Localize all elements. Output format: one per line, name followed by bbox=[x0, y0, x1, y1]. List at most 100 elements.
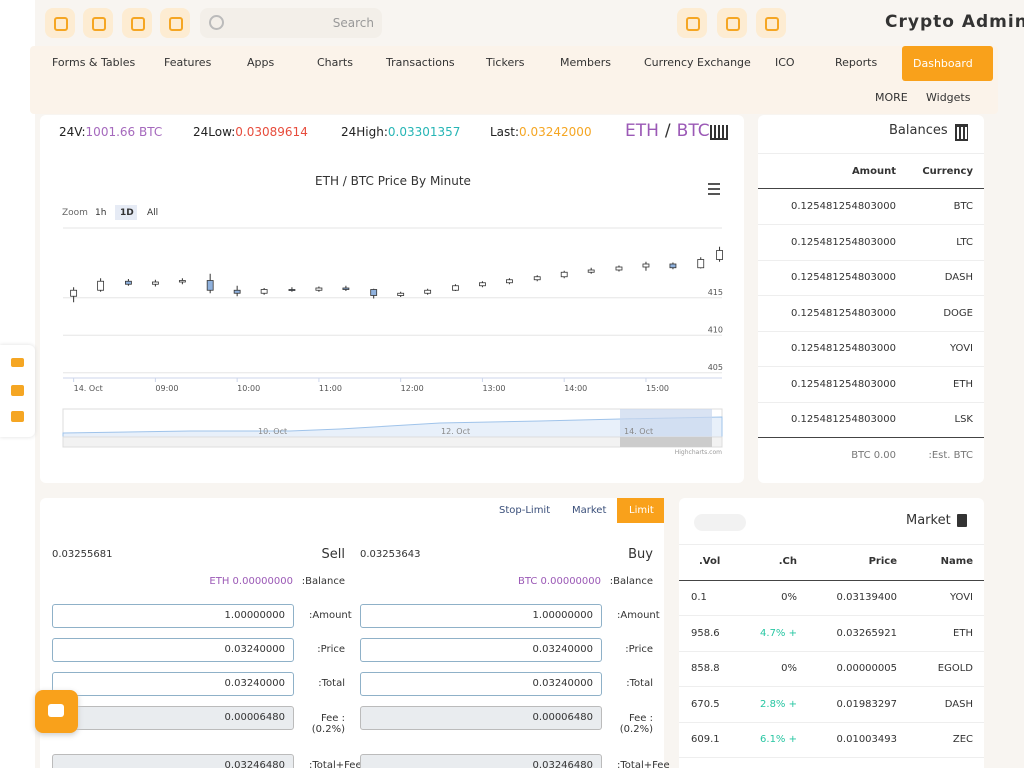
market-cell: 609.1 bbox=[691, 734, 720, 745]
menu-icon[interactable] bbox=[708, 193, 720, 195]
market-cell: 2.8% + bbox=[760, 698, 797, 710]
input-value: 0.03240000 bbox=[532, 678, 593, 689]
tab[interactable]: Stop-Limit bbox=[499, 505, 551, 516]
input: 0.03246480 bbox=[360, 754, 602, 768]
bell-icon[interactable] bbox=[122, 8, 152, 38]
stat-text: 0.03242000 bbox=[519, 125, 592, 139]
input-value: 1.00000000 bbox=[224, 610, 285, 621]
currency: BTC bbox=[953, 201, 973, 212]
market-cell: 0.1 bbox=[691, 592, 707, 603]
market-title: Market bbox=[906, 513, 951, 528]
input-value: 0.03246480 bbox=[532, 760, 593, 768]
nav-item[interactable]: Reports bbox=[835, 56, 878, 69]
rule bbox=[758, 366, 984, 367]
amount: 0.125481254803000 bbox=[791, 236, 896, 248]
input: 0.00006480 bbox=[52, 706, 294, 730]
zoom-button[interactable]: 1h bbox=[95, 208, 106, 218]
nav-item[interactable]: MORE bbox=[875, 91, 908, 104]
side-price: 0.03255681 bbox=[52, 549, 113, 560]
col-header: Currency bbox=[922, 166, 973, 177]
mail-icon[interactable] bbox=[717, 8, 747, 38]
settings-icon[interactable] bbox=[45, 8, 75, 38]
nav-item[interactable]: Members bbox=[560, 56, 611, 69]
rule bbox=[758, 188, 984, 189]
candle-body bbox=[206, 280, 214, 291]
market-cell: ZEC bbox=[952, 734, 973, 745]
x-tick-label: 15:00 bbox=[646, 384, 669, 393]
menu-icon[interactable] bbox=[708, 183, 720, 185]
tab-active[interactable]: Limit bbox=[617, 498, 664, 523]
tab[interactable]: Market bbox=[572, 505, 607, 516]
chat-icon[interactable] bbox=[756, 8, 786, 38]
quick-icon[interactable] bbox=[11, 385, 24, 396]
candle-body bbox=[642, 263, 650, 268]
candle-body bbox=[697, 259, 705, 269]
x-tick-label: 12:00 bbox=[401, 384, 424, 393]
amount: 0.125481254803000 bbox=[791, 414, 896, 425]
x-tick-label: 14. Oct bbox=[74, 384, 103, 393]
y-tick-label: 405 bbox=[708, 363, 723, 372]
quick-icon[interactable] bbox=[11, 358, 24, 367]
candle-body bbox=[315, 287, 323, 291]
chat-button[interactable] bbox=[35, 690, 78, 733]
input[interactable]: 0.03240000 bbox=[360, 638, 602, 662]
rule bbox=[758, 330, 984, 332]
fullscreen-icon[interactable] bbox=[160, 8, 190, 38]
scrollbar-thumb[interactable] bbox=[620, 437, 712, 447]
stat-text: 0.03089614 bbox=[235, 125, 308, 139]
candle-body bbox=[587, 269, 595, 273]
nav-item[interactable]: Features bbox=[164, 56, 212, 69]
nav-item[interactable]: ICO bbox=[775, 56, 795, 69]
y-tick-label: 410 bbox=[708, 325, 723, 334]
x-tick-label: 11:00 bbox=[319, 384, 342, 393]
rule bbox=[679, 580, 984, 581]
stat-text: 24Low: bbox=[193, 125, 236, 139]
quick-icon[interactable] bbox=[11, 411, 24, 422]
stat: 24Low: 0.03089614 bbox=[193, 125, 308, 139]
search-box[interactable]: Search bbox=[200, 8, 382, 38]
navigator-label: 10. Oct bbox=[258, 427, 287, 436]
input[interactable]: 0.03240000 bbox=[52, 672, 294, 696]
zoom-button[interactable]: All bbox=[147, 208, 158, 218]
nav-item[interactable]: Tickers bbox=[486, 56, 525, 69]
user-icon[interactable] bbox=[83, 8, 113, 38]
candle-body bbox=[669, 263, 677, 269]
input[interactable]: 1.00000000 bbox=[52, 604, 294, 628]
market-cell: 4.7% + bbox=[760, 627, 797, 639]
currency: DOGE bbox=[943, 307, 973, 319]
rule bbox=[679, 650, 984, 652]
nav-item[interactable]: Forms & Tables bbox=[52, 56, 136, 69]
field-label: :Price bbox=[625, 644, 653, 655]
input-value: 0.03246480 bbox=[224, 760, 285, 768]
nav-dashboard[interactable]: Dashboard bbox=[902, 46, 993, 81]
chart-card: 24V: 1001.66 BTC 24Low: 0.03089614 24High: 0.… bbox=[40, 115, 744, 483]
tab: Limit bbox=[629, 505, 654, 516]
market-cell: YOVI bbox=[949, 592, 973, 603]
field-label: Fee :(0.2%) bbox=[619, 713, 653, 735]
market-cell: 6.1% + bbox=[760, 734, 797, 745]
nav-item[interactable]: Currency Exchange bbox=[644, 56, 751, 69]
nav-item[interactable]: Widgets bbox=[926, 91, 971, 104]
candle-body bbox=[533, 276, 541, 281]
rule bbox=[758, 153, 984, 154]
rule bbox=[758, 259, 984, 261]
nav-item[interactable]: Charts bbox=[317, 56, 353, 69]
nav-item[interactable]: Transactions bbox=[386, 56, 455, 69]
input[interactable]: 0.03240000 bbox=[52, 638, 294, 662]
rule bbox=[758, 224, 984, 225]
market-cell: 958.6 bbox=[691, 627, 720, 639]
nav-item[interactable]: Apps bbox=[247, 56, 275, 69]
side-title: Buy bbox=[628, 547, 653, 562]
menu-icon[interactable] bbox=[708, 188, 720, 190]
input-value: 0.00006480 bbox=[224, 712, 285, 723]
balances-card: Balances Amount Currency 0.125481254803000 B… bbox=[758, 115, 984, 483]
zoom-button[interactable]: 1D bbox=[120, 208, 134, 218]
navigator-selection bbox=[620, 409, 712, 437]
market-cell: EGOLD bbox=[937, 663, 973, 674]
market-card: Market .Vol .Ch Price Name 0.1 0% 0.03139400 YOV… bbox=[679, 498, 984, 768]
clipboard-icon[interactable] bbox=[677, 8, 707, 38]
input[interactable]: 0.03240000 bbox=[360, 672, 602, 696]
input[interactable]: 1.00000000 bbox=[360, 604, 602, 628]
search-pill[interactable] bbox=[694, 514, 746, 531]
stat-text: 1001.66 BTC bbox=[85, 125, 163, 139]
